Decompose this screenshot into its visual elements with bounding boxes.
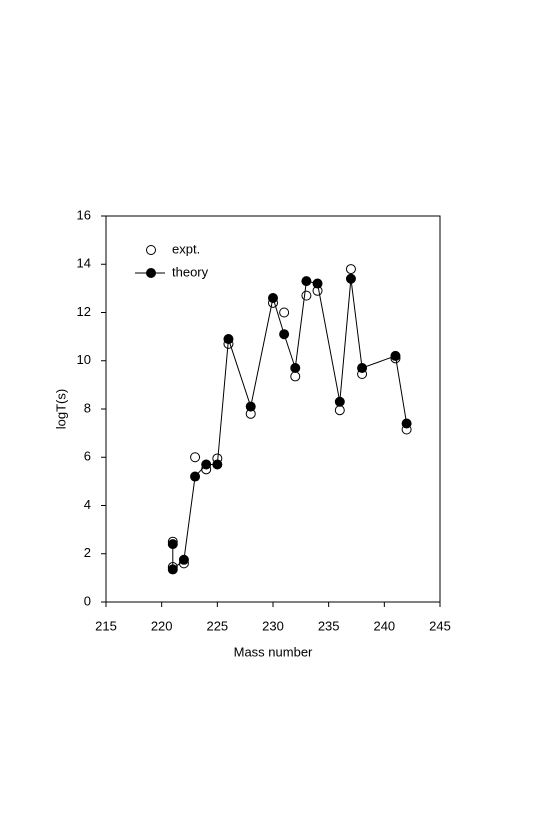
- data-point: [190, 471, 201, 482]
- data-point: [312, 278, 323, 289]
- y-tick-label: 6: [84, 449, 91, 464]
- plot-frame: [105, 215, 441, 603]
- x-tick-label: 215: [95, 618, 117, 633]
- y-tick-label: 16: [77, 207, 91, 222]
- x-tick-label: 245: [429, 618, 451, 633]
- data-point: [167, 564, 178, 575]
- data-point: [401, 418, 412, 429]
- x-tick-label: 225: [206, 618, 228, 633]
- x-tick-label: 240: [373, 618, 395, 633]
- y-tick-label: 2: [84, 545, 91, 560]
- y-tick-label: 0: [84, 593, 91, 608]
- data-point: [245, 401, 256, 412]
- y-tick-label: 12: [77, 304, 91, 319]
- x-axis-label: Mass number: [234, 644, 313, 659]
- data-point: [223, 334, 234, 345]
- data-point: [290, 362, 301, 373]
- y-tick-label: 14: [77, 256, 91, 271]
- x-tick-label: 230: [262, 618, 284, 633]
- data-point: [334, 396, 345, 407]
- data-point: [345, 264, 356, 275]
- y-tick-label: 10: [77, 352, 91, 367]
- data-point: [279, 307, 290, 318]
- x-tick-label: 220: [151, 618, 173, 633]
- legend-marker: [146, 268, 156, 278]
- data-point: [357, 362, 368, 373]
- data-point: [334, 405, 345, 416]
- data-point: [290, 371, 301, 382]
- data-point: [178, 554, 189, 565]
- legend-label: theory: [172, 264, 209, 279]
- series-line: [172, 278, 408, 571]
- data-point: [268, 293, 278, 304]
- x-tick-label: 235: [318, 618, 340, 633]
- data-point: [301, 290, 312, 301]
- data-point: [345, 273, 356, 284]
- legend-marker: [146, 245, 156, 255]
- legend-label: expt.: [172, 241, 200, 256]
- data-point: [190, 452, 201, 463]
- y-axis-label: logT(s): [53, 389, 68, 429]
- data-point: [212, 459, 223, 470]
- data-point: [167, 539, 178, 550]
- data-point: [390, 350, 401, 361]
- data-point: [301, 276, 312, 287]
- y-tick-label: 8: [84, 400, 91, 415]
- data-point: [279, 329, 290, 340]
- y-tick-label: 4: [84, 497, 91, 512]
- data-point: [201, 459, 212, 470]
